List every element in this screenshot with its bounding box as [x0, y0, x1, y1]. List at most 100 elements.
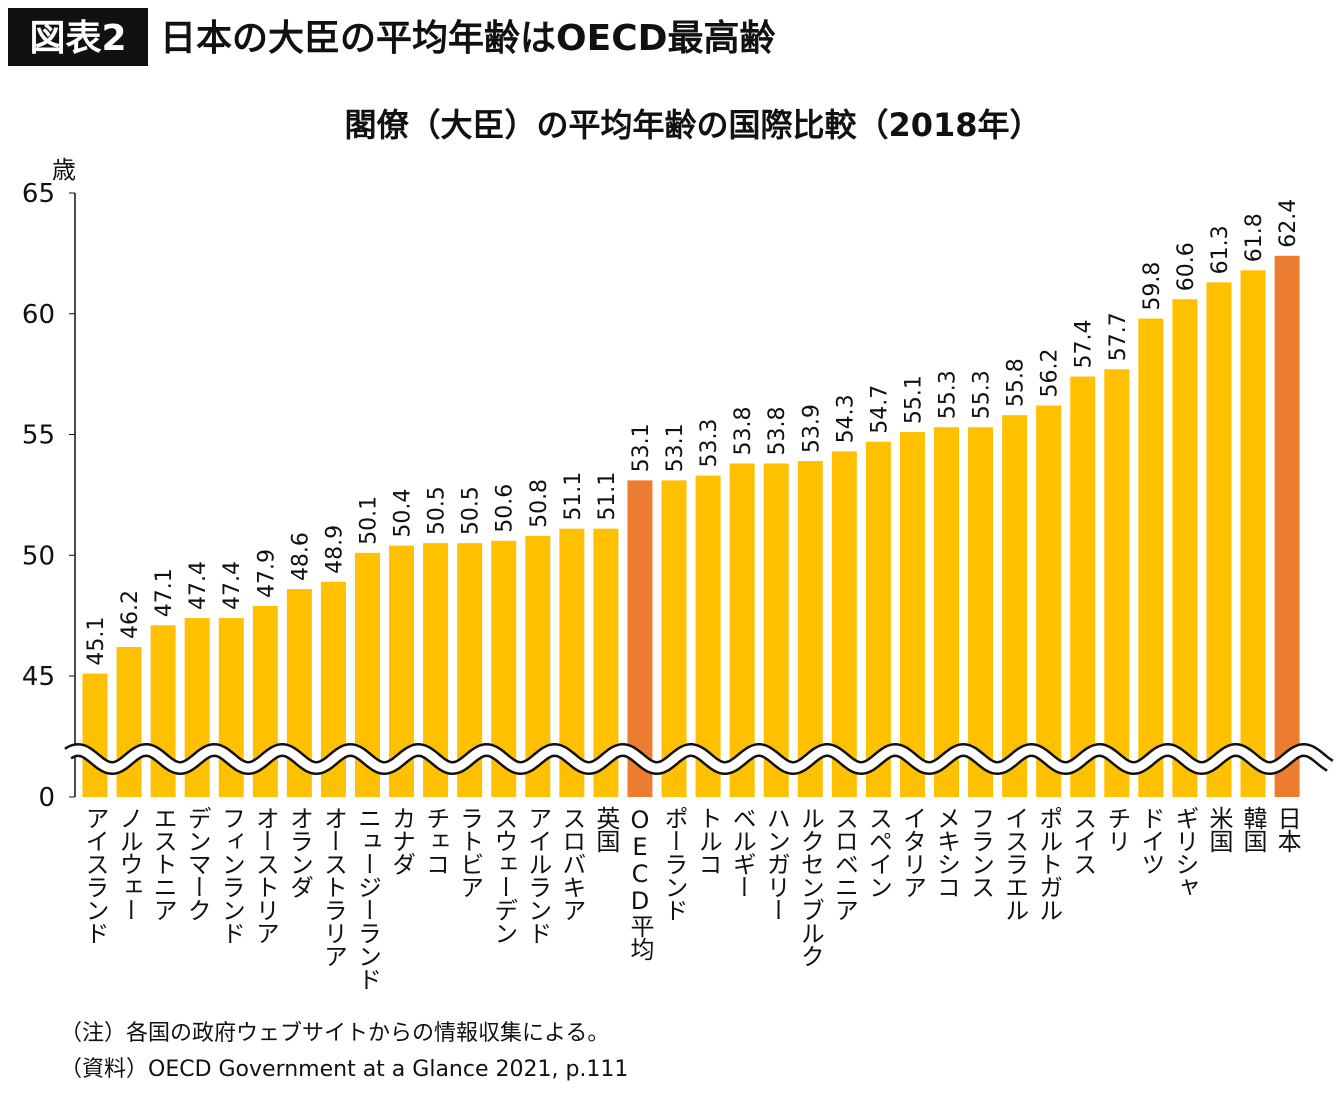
y-tick-label: 65 [22, 179, 55, 209]
x-tick-label: エストニア [149, 806, 178, 921]
axis-break [65, 745, 1333, 773]
data-label: 53.1 [663, 423, 688, 472]
x-tick-label: スイス [1068, 806, 1097, 875]
data-label: 57.4 [1072, 320, 1097, 369]
x-tick-label: ドイツ [1136, 806, 1165, 875]
bar [1172, 299, 1198, 797]
bar [865, 441, 891, 797]
data-label: 50.4 [391, 489, 416, 538]
y-tick-label: 0 [38, 783, 55, 813]
data-label: 50.5 [459, 486, 484, 535]
x-tick-label: フィンランド [217, 806, 246, 944]
data-label: 55.1 [901, 375, 926, 424]
data-label: 59.8 [1140, 262, 1165, 311]
x-tick-label: 米国 [1204, 806, 1233, 852]
data-label: 46.2 [118, 590, 143, 639]
data-label: 45.1 [84, 617, 109, 666]
bar [1002, 415, 1028, 797]
x-tick-label: ラトビア [455, 806, 484, 898]
x-tick-label: スウェーデン [489, 806, 518, 944]
bar [934, 427, 959, 797]
data-label: 50.8 [527, 479, 552, 528]
x-tick-label: 英国 [591, 806, 620, 852]
data-label: 56.2 [1038, 349, 1063, 398]
bar [661, 480, 687, 797]
data-label: 55.8 [1004, 358, 1029, 407]
x-tick-label: ポーランド [660, 806, 689, 921]
x-tick-label: スロベニア [830, 806, 859, 921]
data-label: 60.6 [1174, 242, 1199, 291]
x-tick-label: チェコ [421, 806, 450, 875]
bar [1036, 405, 1062, 797]
x-tick-label: デンマーク [183, 806, 212, 921]
x-tick-label: OECD平均 [625, 806, 654, 960]
data-label: 50.6 [493, 484, 518, 533]
x-tick-label: アイスランド [81, 806, 109, 944]
source: （資料）OECD Government at a Glance 2021, p.… [60, 1057, 628, 1082]
data-label: 50.5 [425, 486, 450, 535]
data-label: 50.1 [356, 496, 381, 545]
x-tick-label: チリ [1102, 806, 1131, 852]
bar [1206, 282, 1232, 798]
data-label: 55.3 [970, 370, 995, 419]
page-title: 日本の大臣の平均年齢はOECD最高齢 [160, 18, 776, 59]
x-tick-label: アイルランド [523, 806, 552, 944]
bar [899, 432, 925, 797]
x-tick-label: フランス [966, 806, 995, 898]
data-label: 47.9 [254, 549, 279, 598]
data-label: 53.8 [765, 406, 790, 455]
x-tick-label: ルクセンブルク [796, 806, 825, 967]
data-label: 47.4 [186, 561, 211, 610]
data-label: 53.3 [697, 419, 722, 468]
x-tick-label: ニュージーランド [353, 806, 382, 990]
bar [627, 480, 653, 797]
data-label: 61.8 [1242, 213, 1267, 262]
bar [82, 673, 108, 797]
data-label: 48.6 [288, 532, 313, 581]
x-tick-label: ポルトガル [1034, 806, 1063, 921]
y-tick-label: 50 [22, 541, 55, 571]
data-label: 53.1 [629, 423, 654, 472]
data-label: 53.8 [731, 406, 756, 455]
title-badge-text: 図表2 [29, 18, 126, 59]
x-tick-label: メキシコ [932, 806, 961, 898]
x-tick-label: ノルウェー [115, 806, 144, 921]
bar [116, 647, 142, 797]
x-tick-label: オーストリア [251, 806, 280, 944]
x-tick-label: カナダ [387, 806, 416, 875]
data-label: 53.9 [799, 404, 824, 453]
data-label: 55.3 [936, 370, 961, 419]
note: （注）各国の政府ウェブサイトからの情報収集による。 [60, 1021, 609, 1046]
title-badge [8, 8, 148, 66]
x-tick-label: トルコ [694, 806, 723, 875]
bar [763, 463, 789, 797]
bar [797, 461, 823, 797]
x-tick-label: スペイン [864, 806, 893, 898]
data-label: 62.4 [1276, 199, 1301, 248]
data-label: 57.7 [1106, 312, 1131, 361]
data-label: 48.9 [322, 525, 347, 574]
y-tick-label: 60 [22, 300, 55, 330]
bar [695, 475, 721, 797]
x-tick-label: 韓国 [1239, 806, 1268, 852]
x-tick-label: スロバキア [557, 806, 586, 921]
x-tick-label: ギリシャ [1170, 806, 1199, 898]
y-tick-label: 45 [22, 662, 55, 692]
y-axis-unit: 歳 [52, 156, 76, 184]
bar [1274, 255, 1300, 798]
x-tick-label: 日本 [1273, 806, 1302, 852]
bar [1070, 376, 1096, 797]
data-label: 51.1 [595, 472, 620, 521]
bar [1104, 369, 1130, 797]
data-label: 47.4 [220, 561, 245, 610]
x-tick-label: ベルギー [728, 806, 757, 898]
bar [1138, 318, 1164, 797]
bar [1240, 270, 1266, 797]
bar [729, 463, 755, 797]
x-tick-label: ハンガリー [762, 806, 791, 921]
data-label: 54.7 [867, 385, 892, 434]
y-tick-label: 55 [22, 421, 55, 451]
chart-title: 閣僚（大臣）の平均年齢の国際比較（2018年） [344, 106, 1041, 144]
data-label: 61.3 [1208, 225, 1233, 274]
